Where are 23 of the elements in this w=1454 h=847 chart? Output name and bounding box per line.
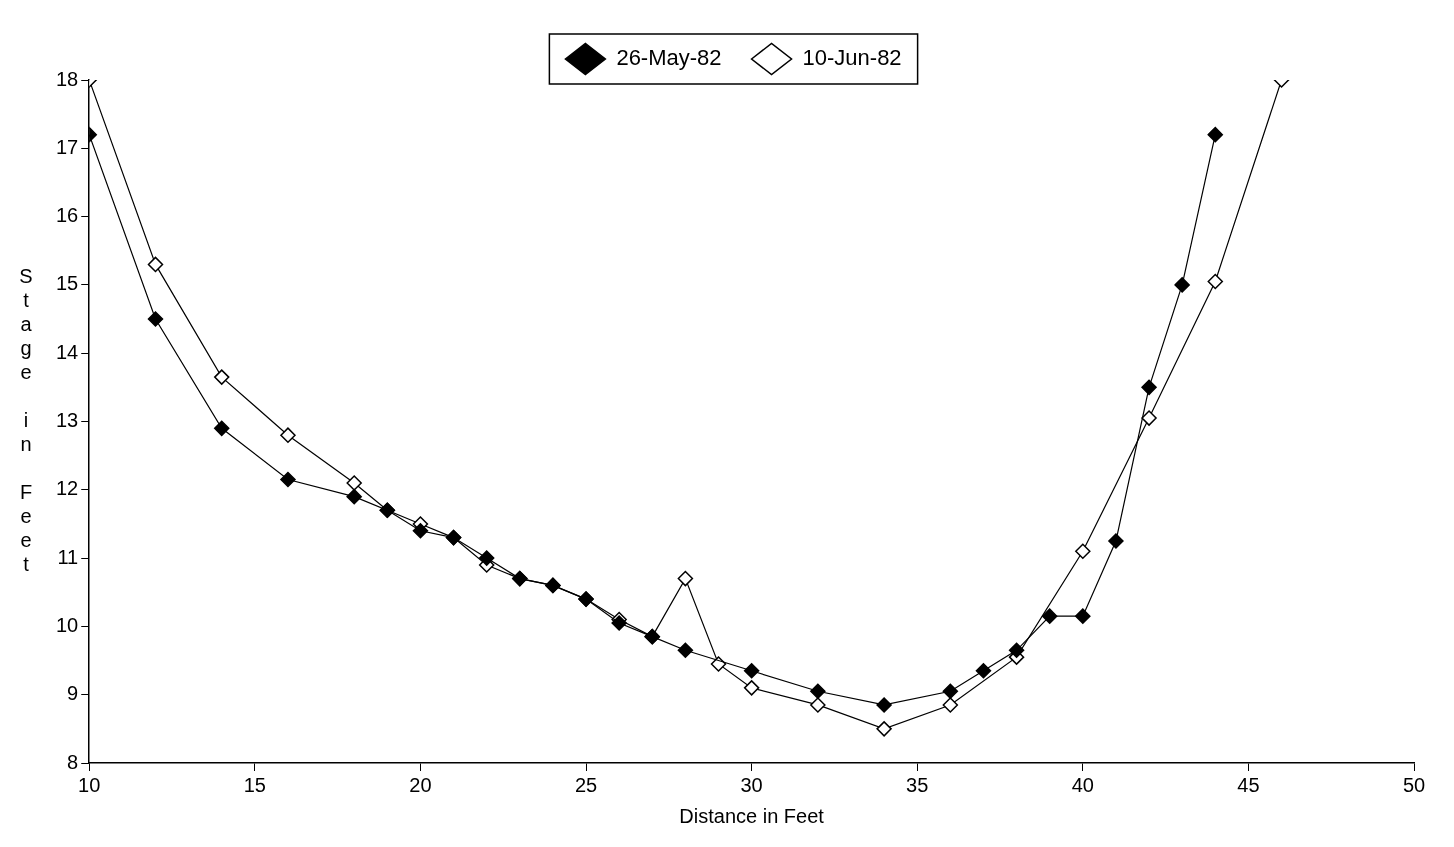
y-tick-label: 17 — [56, 135, 79, 158]
y-tick-label: 11 — [57, 545, 79, 568]
x-tick-label: 45 — [1237, 773, 1260, 796]
x-axis-title: Distance in Feet — [679, 804, 825, 827]
y-tick-label: 18 — [56, 67, 79, 90]
y-tick-label: 16 — [56, 204, 79, 227]
y-tick-label: 14 — [56, 340, 79, 363]
y-tick-label: 9 — [67, 682, 79, 705]
y-tick-label: 8 — [67, 750, 79, 773]
legend-label: 26-May-82 — [616, 45, 722, 71]
x-tick-label: 25 — [574, 773, 598, 796]
x-tick-label: 30 — [740, 773, 763, 796]
y-tick-label: 12 — [56, 477, 79, 500]
text: Stage in Feet — [19, 265, 33, 576]
y-tick-label: 15 — [56, 272, 79, 295]
x-tick-label: 20 — [409, 773, 432, 796]
legend-label: 10-Jun-82 — [802, 45, 902, 71]
y-tick-label: 13 — [56, 409, 79, 432]
y-tick-label: 10 — [56, 613, 79, 636]
x-tick-label: 50 — [1402, 773, 1426, 796]
x-tick-label: 35 — [906, 773, 929, 796]
x-tick-label: 40 — [1071, 773, 1094, 796]
x-tick-label: 15 — [243, 773, 266, 796]
